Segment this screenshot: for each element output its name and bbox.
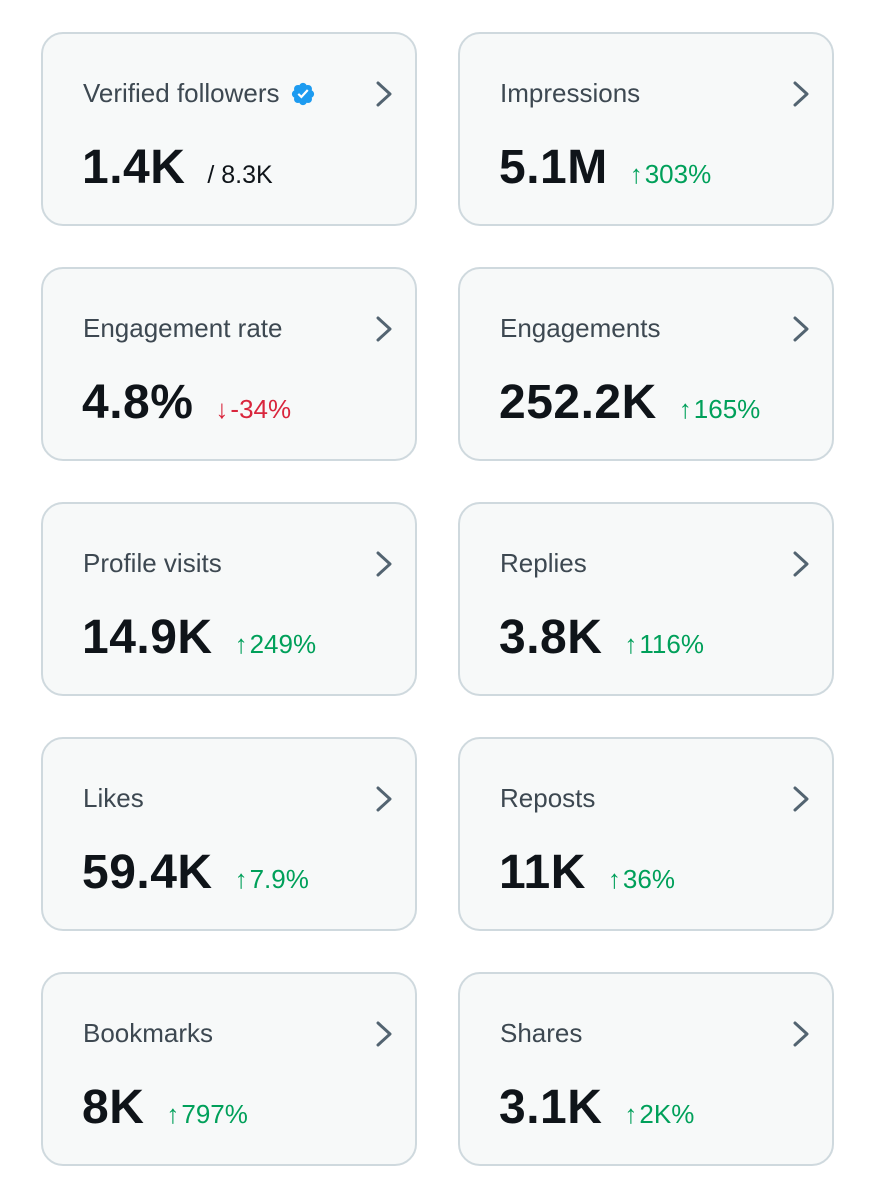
change-percent: 303% [644,159,712,189]
card-title-row: Engagements [500,313,660,344]
arrow-up-icon: ↑ [629,159,643,189]
card-label: Engagement rate [83,313,283,343]
card-impressions[interactable]: Impressions 5.1M ↑ 303% [458,32,834,226]
chevron-right-icon[interactable] [373,785,395,813]
card-engagements[interactable]: Engagements 252.2K ↑ 165% [458,267,834,461]
metric-value: 14.9K [82,611,213,664]
metric-value: 4.8% [82,376,194,429]
metric-value: 8K [82,1081,145,1134]
arrow-down-icon: ↓ [215,394,229,424]
verified-badge-icon [291,82,314,105]
metric-change: ↓ -34% [215,394,291,425]
chevron-right-icon[interactable] [373,1020,395,1048]
metric-total: / 8.3K [207,161,273,189]
value-row: 5.1M ↑ 303% [499,140,711,195]
arrow-up-icon: ↑ [234,629,248,659]
metric-value: 59.4K [82,846,213,899]
card-title-row: Impressions [500,78,640,109]
card-title-row: Likes [83,783,144,814]
value-row: 8K ↑ 797% [82,1080,248,1135]
value-row: 11K ↑ 36% [499,845,675,900]
value-row: 4.8% ↓ -34% [82,375,291,430]
change-percent: 116% [639,629,704,659]
chevron-right-icon[interactable] [790,785,812,813]
card-title-row: Reposts [500,783,595,814]
arrow-up-icon: ↑ [678,394,692,424]
chevron-right-icon[interactable] [790,315,812,343]
card-label: Engagements [500,313,661,343]
chevron-right-icon[interactable] [373,315,395,343]
card-label: Impressions [500,78,641,108]
card-shares[interactable]: Shares 3.1K ↑ 2K% [458,972,834,1166]
card-bookmarks[interactable]: Bookmarks 8K ↑ 797% [41,972,417,1166]
card-profile-visits[interactable]: Profile visits 14.9K ↑ 249% [41,502,417,696]
metric-change: ↑ 797% [166,1099,248,1130]
chevron-right-icon[interactable] [790,1020,812,1048]
change-percent: 36% [622,864,675,894]
card-label: Verified followers [83,78,280,108]
card-title-row: Replies [500,548,587,579]
card-likes[interactable]: Likes 59.4K ↑ 7.9% [41,737,417,931]
metric-change: ↑ 2K% [624,1099,694,1130]
card-title-row: Engagement rate [83,313,282,344]
chevron-right-icon[interactable] [373,80,395,108]
metric-value: 252.2K [499,376,657,429]
card-title-row: Verified followers [83,78,316,109]
change-percent: 2K% [639,1099,695,1129]
metrics-grid: Verified followers 1.4K / 8.3K Impressio… [41,32,834,1166]
metric-change: ↑ 249% [235,629,317,660]
change-percent: 249% [249,629,317,659]
metric-value: 3.1K [499,1081,603,1134]
chevron-right-icon[interactable] [790,80,812,108]
metric-change: ↑ 36% [608,864,675,895]
card-label: Likes [83,783,144,813]
card-replies[interactable]: Replies 3.8K ↑ 116% [458,502,834,696]
metric-value: 5.1M [499,141,608,194]
chevron-right-icon[interactable] [373,550,395,578]
metric-change: ↑ 165% [679,394,761,425]
change-percent: 7.9% [249,864,309,894]
card-title-row: Shares [500,1018,582,1049]
card-label: Profile visits [83,548,222,578]
arrow-up-icon: ↑ [624,1099,638,1129]
value-row: 1.4K / 8.3K [82,140,273,195]
card-title-row: Bookmarks [83,1018,213,1049]
value-row: 3.8K ↑ 116% [499,610,704,665]
arrow-up-icon: ↑ [166,1099,180,1129]
card-reposts[interactable]: Reposts 11K ↑ 36% [458,737,834,931]
card-label: Bookmarks [83,1018,214,1048]
card-verified-followers[interactable]: Verified followers 1.4K / 8.3K [41,32,417,226]
card-label: Replies [500,548,587,578]
metric-value: 3.8K [499,611,603,664]
chevron-right-icon[interactable] [790,550,812,578]
card-title-row: Profile visits [83,548,222,579]
metric-value: 11K [499,846,586,899]
arrow-up-icon: ↑ [624,629,638,659]
change-percent: 165% [693,394,761,424]
card-engagement-rate[interactable]: Engagement rate 4.8% ↓ -34% [41,267,417,461]
value-row: 14.9K ↑ 249% [82,610,316,665]
value-row: 59.4K ↑ 7.9% [82,845,309,900]
metric-change: ↑ 116% [624,629,704,660]
metric-change: ↑ 303% [630,159,712,190]
change-percent: -34% [230,394,292,424]
change-percent: 797% [181,1099,248,1129]
card-label: Reposts [500,783,596,813]
metric-change: ↑ 7.9% [235,864,309,895]
value-row: 252.2K ↑ 165% [499,375,760,430]
arrow-up-icon: ↑ [234,864,248,894]
metric-value: 1.4K [82,141,186,194]
card-label: Shares [500,1018,583,1048]
value-row: 3.1K ↑ 2K% [499,1080,694,1135]
arrow-up-icon: ↑ [607,864,621,894]
